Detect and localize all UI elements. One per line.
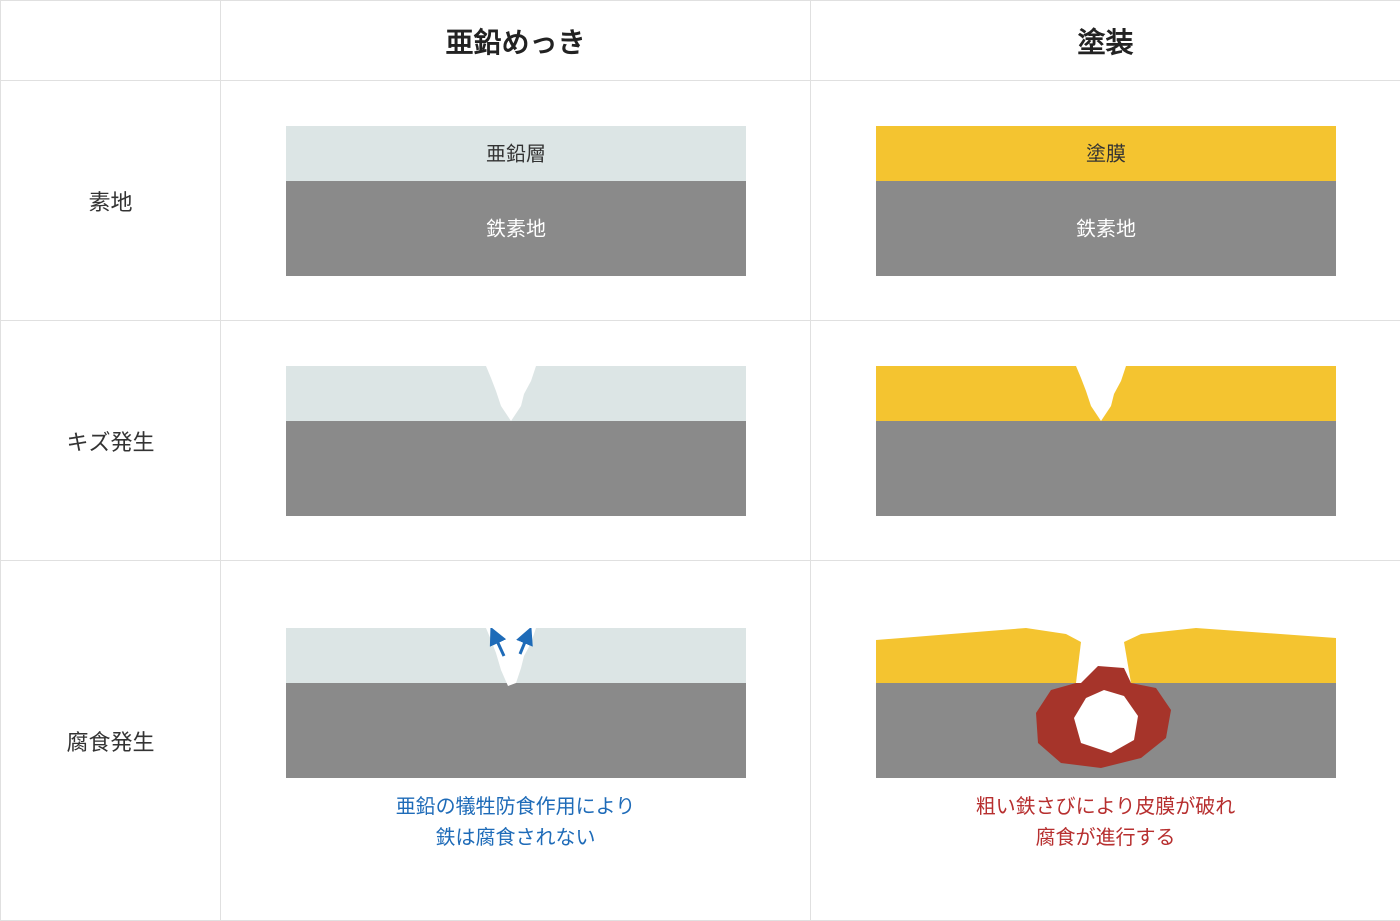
svg-text:亜鉛層: 亜鉛層 (486, 142, 546, 165)
cell-zinc-scratch (221, 321, 811, 561)
svg-text:塗膜: 塗膜 (1086, 142, 1126, 165)
svg-text:鉄素地: 鉄素地 (1076, 217, 1136, 240)
cell-paint-scratch (811, 321, 1400, 561)
cell-zinc-base: 亜鉛層鉄素地 (221, 81, 811, 321)
caption-paint: 粗い鉄さびにより皮膜が破れ腐食が進行する (976, 792, 1236, 854)
cell-zinc-corrosion: 亜鉛の犠牲防食作用により鉄は腐食されない (221, 561, 811, 921)
diagram-paint-scratch (876, 366, 1336, 516)
diagram-paint-base: 塗膜鉄素地 (876, 126, 1336, 276)
diagram-zinc-corrosion (286, 628, 746, 778)
caption-zinc: 亜鉛の犠牲防食作用により鉄は腐食されない (396, 792, 636, 854)
corner-cell (1, 1, 221, 81)
diagram-paint-corrosion (876, 628, 1336, 778)
diagram-zinc-base: 亜鉛層鉄素地 (286, 126, 746, 276)
header-zinc: 亜鉛めっき (221, 1, 811, 81)
cell-paint-base: 塗膜鉄素地 (811, 81, 1400, 321)
cell-paint-corrosion: 粗い鉄さびにより皮膜が破れ腐食が進行する (811, 561, 1400, 921)
row-label-base: 素地 (1, 81, 221, 321)
diagram-zinc-scratch (286, 366, 746, 516)
header-paint: 塗装 (811, 1, 1400, 81)
comparison-table: 亜鉛めっき 塗装 素地 亜鉛層鉄素地 塗膜鉄素地 キズ発生 (0, 0, 1400, 921)
row-label-scratch: キズ発生 (1, 321, 221, 561)
row-label-corrosion: 腐食発生 (1, 561, 221, 921)
svg-text:鉄素地: 鉄素地 (486, 217, 546, 240)
